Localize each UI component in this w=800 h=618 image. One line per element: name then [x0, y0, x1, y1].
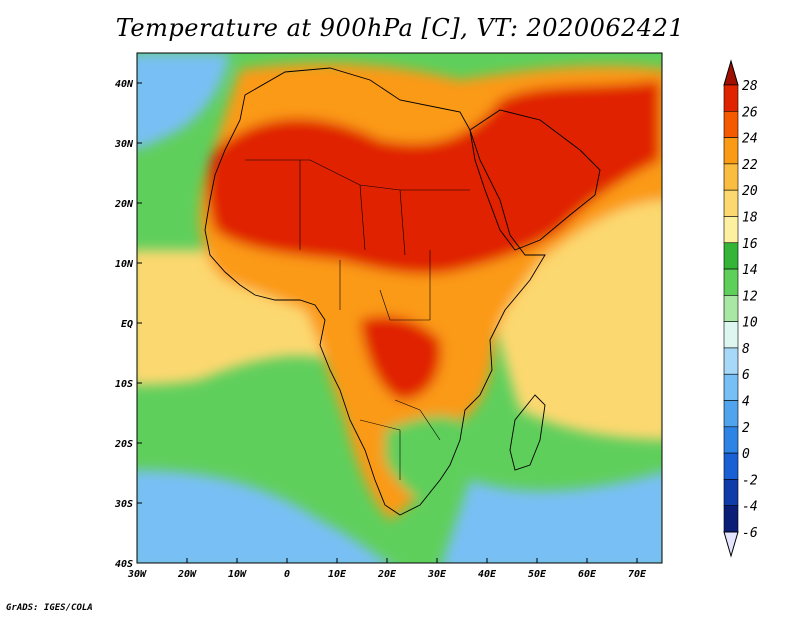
- colorbar-label: -6: [742, 526, 758, 541]
- lon-tick-label: 10W: [228, 569, 247, 580]
- lon-tick-label: 20E: [377, 569, 397, 580]
- map-title: Temperature at 900hPa [C], VT: 202006242…: [115, 14, 685, 42]
- colorbar-label: 4: [742, 395, 750, 410]
- lon-tick-label: 20W: [177, 569, 197, 580]
- colorbar-label: 10: [742, 316, 758, 331]
- lat-tick-label: EQ: [121, 319, 133, 330]
- credit-text: GrADS: IGES/COLA: [6, 603, 93, 613]
- colorbar-box: [723, 426, 739, 454]
- internal-borders: [245, 159, 470, 480]
- colorbar-box: [723, 137, 739, 165]
- colorbar-box: [723, 242, 739, 270]
- colorbar-box: [723, 321, 739, 349]
- colorbar-label: -4: [742, 500, 758, 515]
- colorbar-label: 2: [742, 421, 750, 436]
- colorbar-label: 14: [742, 263, 758, 278]
- colorbar-label: 12: [742, 289, 758, 304]
- colorbar-box: [723, 216, 739, 244]
- latitude-ticks: 40N 30N 20N 10N EQ 10S 20S 30S 40S: [114, 79, 142, 570]
- colorbar-box: [723, 268, 739, 296]
- colorbar-box: [723, 373, 739, 401]
- colorbar-lower-arrow: [723, 531, 739, 558]
- lat-tick-label: 10S: [115, 379, 133, 390]
- colorbar-box: [723, 110, 739, 138]
- longitude-ticks: 30W 20W 10W 0 10E 20E 30E 40E 50E 60E 70E: [127, 558, 647, 580]
- lon-tick-label: 60E: [578, 569, 597, 580]
- lat-tick-label: 30N: [114, 139, 134, 150]
- colorbar-label: 18: [742, 210, 758, 225]
- lon-tick-label: 10E: [328, 569, 347, 580]
- colorbar-box: [723, 189, 739, 217]
- coastlines: [204, 67, 601, 516]
- colorbar-label: 0: [742, 447, 750, 462]
- lat-tick-label: 20N: [114, 199, 134, 210]
- colorbar-label: 20: [742, 184, 758, 199]
- colorbar-box: [723, 163, 739, 191]
- colorbar-label: -2: [742, 473, 758, 488]
- colorbar-label: 6: [742, 368, 750, 383]
- colorbar-box: [723, 84, 739, 112]
- colorbar-label: 8: [742, 342, 750, 357]
- temperature-field: [137, 53, 662, 563]
- lon-tick-label: 30E: [427, 569, 447, 580]
- colorbar-box: [723, 400, 739, 428]
- colorbar-label: 26: [742, 105, 758, 120]
- lat-tick-label: 40S: [115, 559, 133, 570]
- colorbar-box: [723, 347, 739, 375]
- lon-tick-label: 40E: [478, 569, 497, 580]
- colorbar-label: 22: [742, 158, 758, 173]
- colorbar-box: [723, 295, 739, 322]
- colorbar-box: [723, 452, 739, 480]
- colorbar-box: [723, 505, 739, 533]
- arabia-outline: [469, 109, 601, 251]
- colorbar-label: 28: [742, 79, 758, 94]
- lat-tick-label: 40N: [115, 79, 134, 90]
- northwest-ocean-cold: [137, 53, 230, 149]
- sahara-hot-core: [207, 80, 660, 275]
- lon-tick-label: 0: [284, 569, 290, 580]
- lon-tick-label: 30W: [127, 569, 147, 580]
- lon-tick-label: 70E: [628, 569, 647, 580]
- central-africa-hot: [360, 316, 441, 400]
- colorbar-upper-arrow: [723, 59, 739, 86]
- colorbar-label: 16: [742, 237, 758, 252]
- map-frame: [136, 52, 663, 564]
- southern-africa-highlands: [385, 415, 461, 500]
- south-ocean-cold: [137, 470, 389, 563]
- lat-tick-label: 30S: [114, 499, 133, 510]
- lat-tick-label: 10N: [115, 259, 134, 270]
- colorbar-label: 24: [742, 132, 758, 147]
- southeast-ocean-cold: [442, 472, 662, 563]
- lat-tick-label: 20S: [114, 439, 133, 450]
- colorbar-box: [723, 479, 739, 507]
- africa-coastline: [204, 67, 546, 516]
- lon-tick-label: 50E: [528, 569, 547, 580]
- madagascar-outline: [509, 394, 546, 471]
